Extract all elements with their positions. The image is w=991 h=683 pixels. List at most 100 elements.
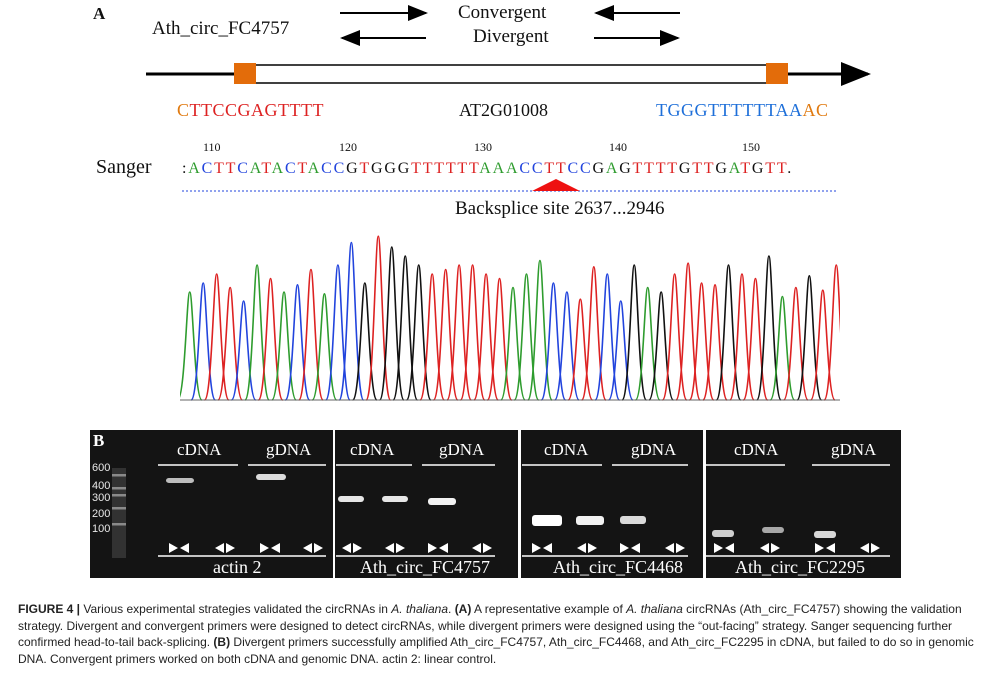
base-T: T bbox=[740, 160, 752, 177]
gel-band bbox=[712, 530, 734, 537]
base-T: T bbox=[655, 160, 668, 177]
tick-130: 130 bbox=[474, 140, 492, 154]
left-junction-seq: CTTCCGAGTTTT bbox=[177, 100, 324, 120]
base-T: T bbox=[214, 160, 226, 177]
base-T: T bbox=[457, 160, 469, 177]
right-splice-block bbox=[766, 63, 788, 84]
base-G: G bbox=[619, 160, 633, 177]
sanger-marker bbox=[182, 179, 836, 192]
base-T: T bbox=[703, 160, 716, 177]
base-T: T bbox=[469, 160, 480, 177]
base-:: : bbox=[182, 160, 189, 177]
convergent-primer-icon bbox=[260, 543, 280, 553]
base-T: T bbox=[261, 160, 272, 177]
chromatogram bbox=[180, 235, 840, 401]
base-T: T bbox=[411, 160, 423, 177]
gel-band bbox=[532, 515, 562, 526]
gel-band bbox=[338, 496, 364, 502]
base-A: A bbox=[479, 160, 493, 177]
base-A: A bbox=[271, 160, 285, 177]
peak-T bbox=[298, 268, 324, 401]
caption-text-4: circRNAs (Ath_circ_FC4757) showing the v… bbox=[18, 602, 962, 649]
panel-b-label: B bbox=[93, 431, 105, 450]
caption-species: A. thaliana bbox=[391, 602, 449, 616]
base-G: G bbox=[384, 160, 398, 177]
figure-caption: FIGURE 4 | Various experimental strategi… bbox=[18, 601, 976, 667]
gel-band bbox=[620, 516, 646, 524]
caption-text-5: Divergent primers successfully amplified… bbox=[18, 635, 974, 666]
ladder-400: 400 bbox=[92, 479, 111, 492]
g4-cdna: cDNA bbox=[734, 440, 779, 459]
convergent-primer-icon bbox=[714, 543, 734, 553]
convergent-primer-icon bbox=[620, 543, 640, 553]
divergent-label: Divergent bbox=[473, 26, 549, 47]
g2-gdna: gDNA bbox=[439, 440, 485, 459]
base-T: T bbox=[776, 160, 788, 177]
base-C: C bbox=[284, 160, 298, 177]
gel-band bbox=[166, 478, 194, 483]
base-T: T bbox=[422, 160, 435, 177]
g3-gdna: gDNA bbox=[631, 440, 677, 459]
divergent-primer-icon bbox=[342, 543, 362, 553]
gene-fc2295: Ath_circ_FC2295 bbox=[735, 557, 865, 577]
base-T: T bbox=[632, 160, 645, 177]
caption-text-1: Various experimental strategies validate… bbox=[80, 602, 392, 616]
ladder-300: 300 bbox=[92, 492, 111, 504]
peak-G bbox=[756, 255, 782, 401]
divergent-primer-icon bbox=[665, 543, 685, 553]
gel-lanes bbox=[112, 464, 890, 558]
base-G: G bbox=[346, 160, 360, 177]
base-T: T bbox=[555, 160, 568, 177]
peak-G bbox=[621, 264, 648, 401]
position-ticks: 110 120 130 140 150 bbox=[0, 140, 991, 160]
divergent-primer-icon bbox=[303, 543, 323, 553]
base-G: G bbox=[397, 160, 412, 177]
g3-cdna: cDNA bbox=[544, 440, 589, 459]
gel-band bbox=[428, 498, 456, 505]
base-G: G bbox=[371, 160, 385, 177]
divergent-primer-icon bbox=[760, 543, 780, 553]
gel-band bbox=[256, 474, 286, 480]
base-G: G bbox=[751, 160, 766, 177]
base-A: A bbox=[249, 160, 262, 177]
convergent-primer-icon bbox=[428, 543, 448, 553]
right-junction-seq: TGGGTTTTTTAAAC bbox=[656, 100, 829, 121]
sanger-label: Sanger bbox=[96, 156, 152, 178]
convergent-primer-icon bbox=[815, 543, 835, 553]
primer-diagram bbox=[146, 5, 871, 86]
tick-120: 120 bbox=[339, 140, 357, 154]
base-T: T bbox=[667, 160, 679, 177]
base-T: T bbox=[359, 160, 372, 177]
caption-text-2: . bbox=[448, 602, 455, 616]
panel-a-label: A bbox=[93, 4, 106, 23]
base-T: T bbox=[544, 160, 556, 177]
base-C: C bbox=[237, 160, 250, 177]
caption-panel-b: (B) bbox=[213, 635, 231, 649]
peak-A bbox=[244, 264, 270, 401]
base-T: T bbox=[434, 160, 446, 177]
base-T: T bbox=[644, 160, 656, 177]
convergent-primer-icon bbox=[532, 543, 552, 553]
divergent-primer-icon bbox=[577, 543, 597, 553]
right-seq-orange: AC bbox=[802, 100, 829, 120]
caption-panel-a: (A) bbox=[454, 602, 472, 616]
g2-cdna: cDNA bbox=[350, 440, 395, 459]
base-T: T bbox=[692, 160, 704, 177]
tick-110: 110 bbox=[203, 140, 221, 154]
gel-band bbox=[814, 531, 836, 538]
gene-fc4757: Ath_circ_FC4757 bbox=[360, 557, 490, 577]
g4-gdna: gDNA bbox=[831, 440, 877, 459]
base-A: A bbox=[605, 160, 620, 177]
base-G: G bbox=[678, 160, 693, 177]
tick-150: 150 bbox=[742, 140, 760, 154]
divergent-primer-icon bbox=[385, 543, 405, 553]
g1-cdna: cDNA bbox=[177, 440, 222, 459]
gel-band bbox=[576, 516, 604, 525]
base-A: A bbox=[188, 160, 202, 177]
base-C: C bbox=[333, 160, 347, 177]
left-seq-red: TTCCGAGTTTT bbox=[189, 100, 324, 120]
convergent-label: Convergent bbox=[458, 2, 547, 23]
peak-A bbox=[527, 259, 553, 401]
convergent-primer-icon bbox=[169, 543, 189, 553]
base-C: C bbox=[567, 160, 580, 177]
